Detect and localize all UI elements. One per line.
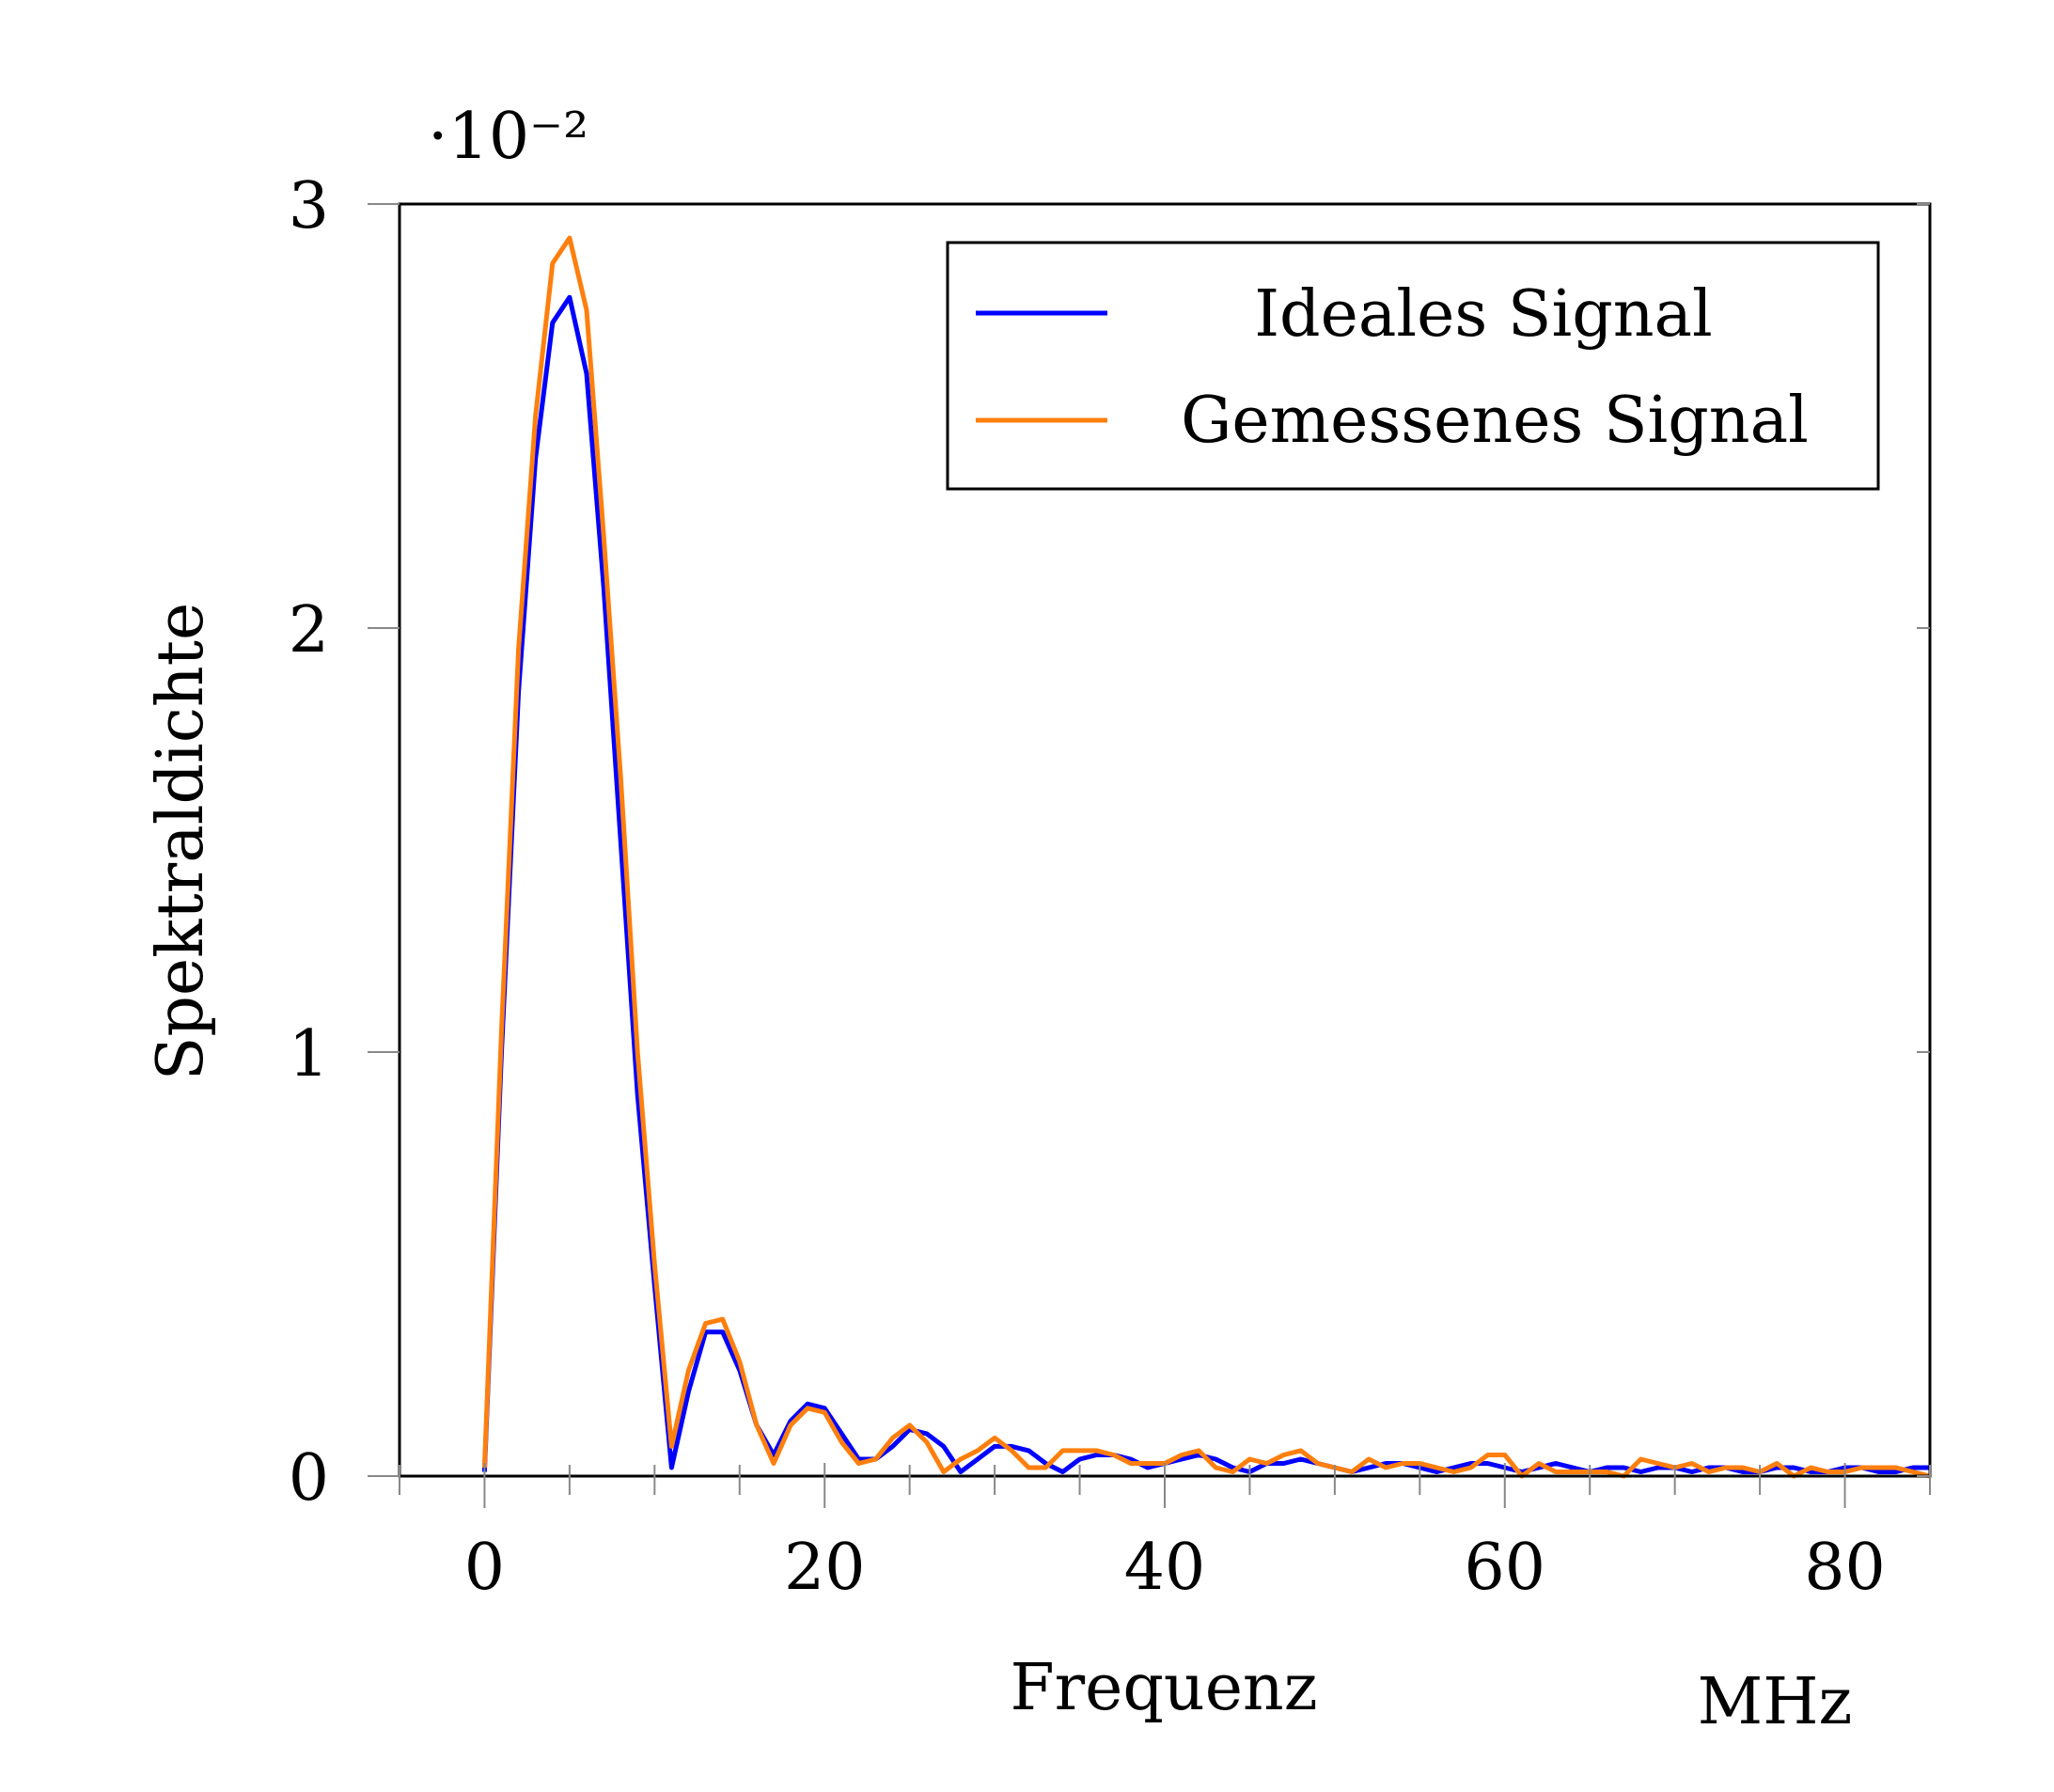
y-tick-label: 1 xyxy=(289,1017,329,1092)
x-tick-label: 0 xyxy=(464,1531,505,1605)
ticks-layer xyxy=(368,203,1931,1508)
y-tick-label: 0 xyxy=(289,1441,329,1516)
legend: Ideales Signal Gemessenes Signal xyxy=(946,241,1880,491)
x-tick-label: 20 xyxy=(784,1531,866,1605)
y-axis-label: Spektraldichte xyxy=(144,603,218,1080)
series-line-measured xyxy=(481,235,1931,1479)
x-axis-unit: MHz xyxy=(1698,1665,1853,1739)
x-tick-label: 40 xyxy=(1124,1531,1206,1605)
x-tick-label: 60 xyxy=(1465,1531,1546,1605)
y-tick-label: 3 xyxy=(289,169,329,244)
y-scale-multiplier: ·10⁻² xyxy=(428,100,588,174)
tick-labels-layer: 0 20 40 60 80 0 1 2 3 xyxy=(289,169,1886,1605)
legend-label-measured: Gemessenes Signal xyxy=(1181,384,1809,458)
legend-box xyxy=(946,241,1880,491)
y-tick-label: 2 xyxy=(289,593,329,668)
x-axis-label: Frequenz xyxy=(1010,1651,1317,1725)
legend-label-ideal: Ideales Signal xyxy=(1254,277,1713,352)
x-tick-label: 80 xyxy=(1804,1531,1886,1605)
series-layer xyxy=(481,235,1931,1479)
